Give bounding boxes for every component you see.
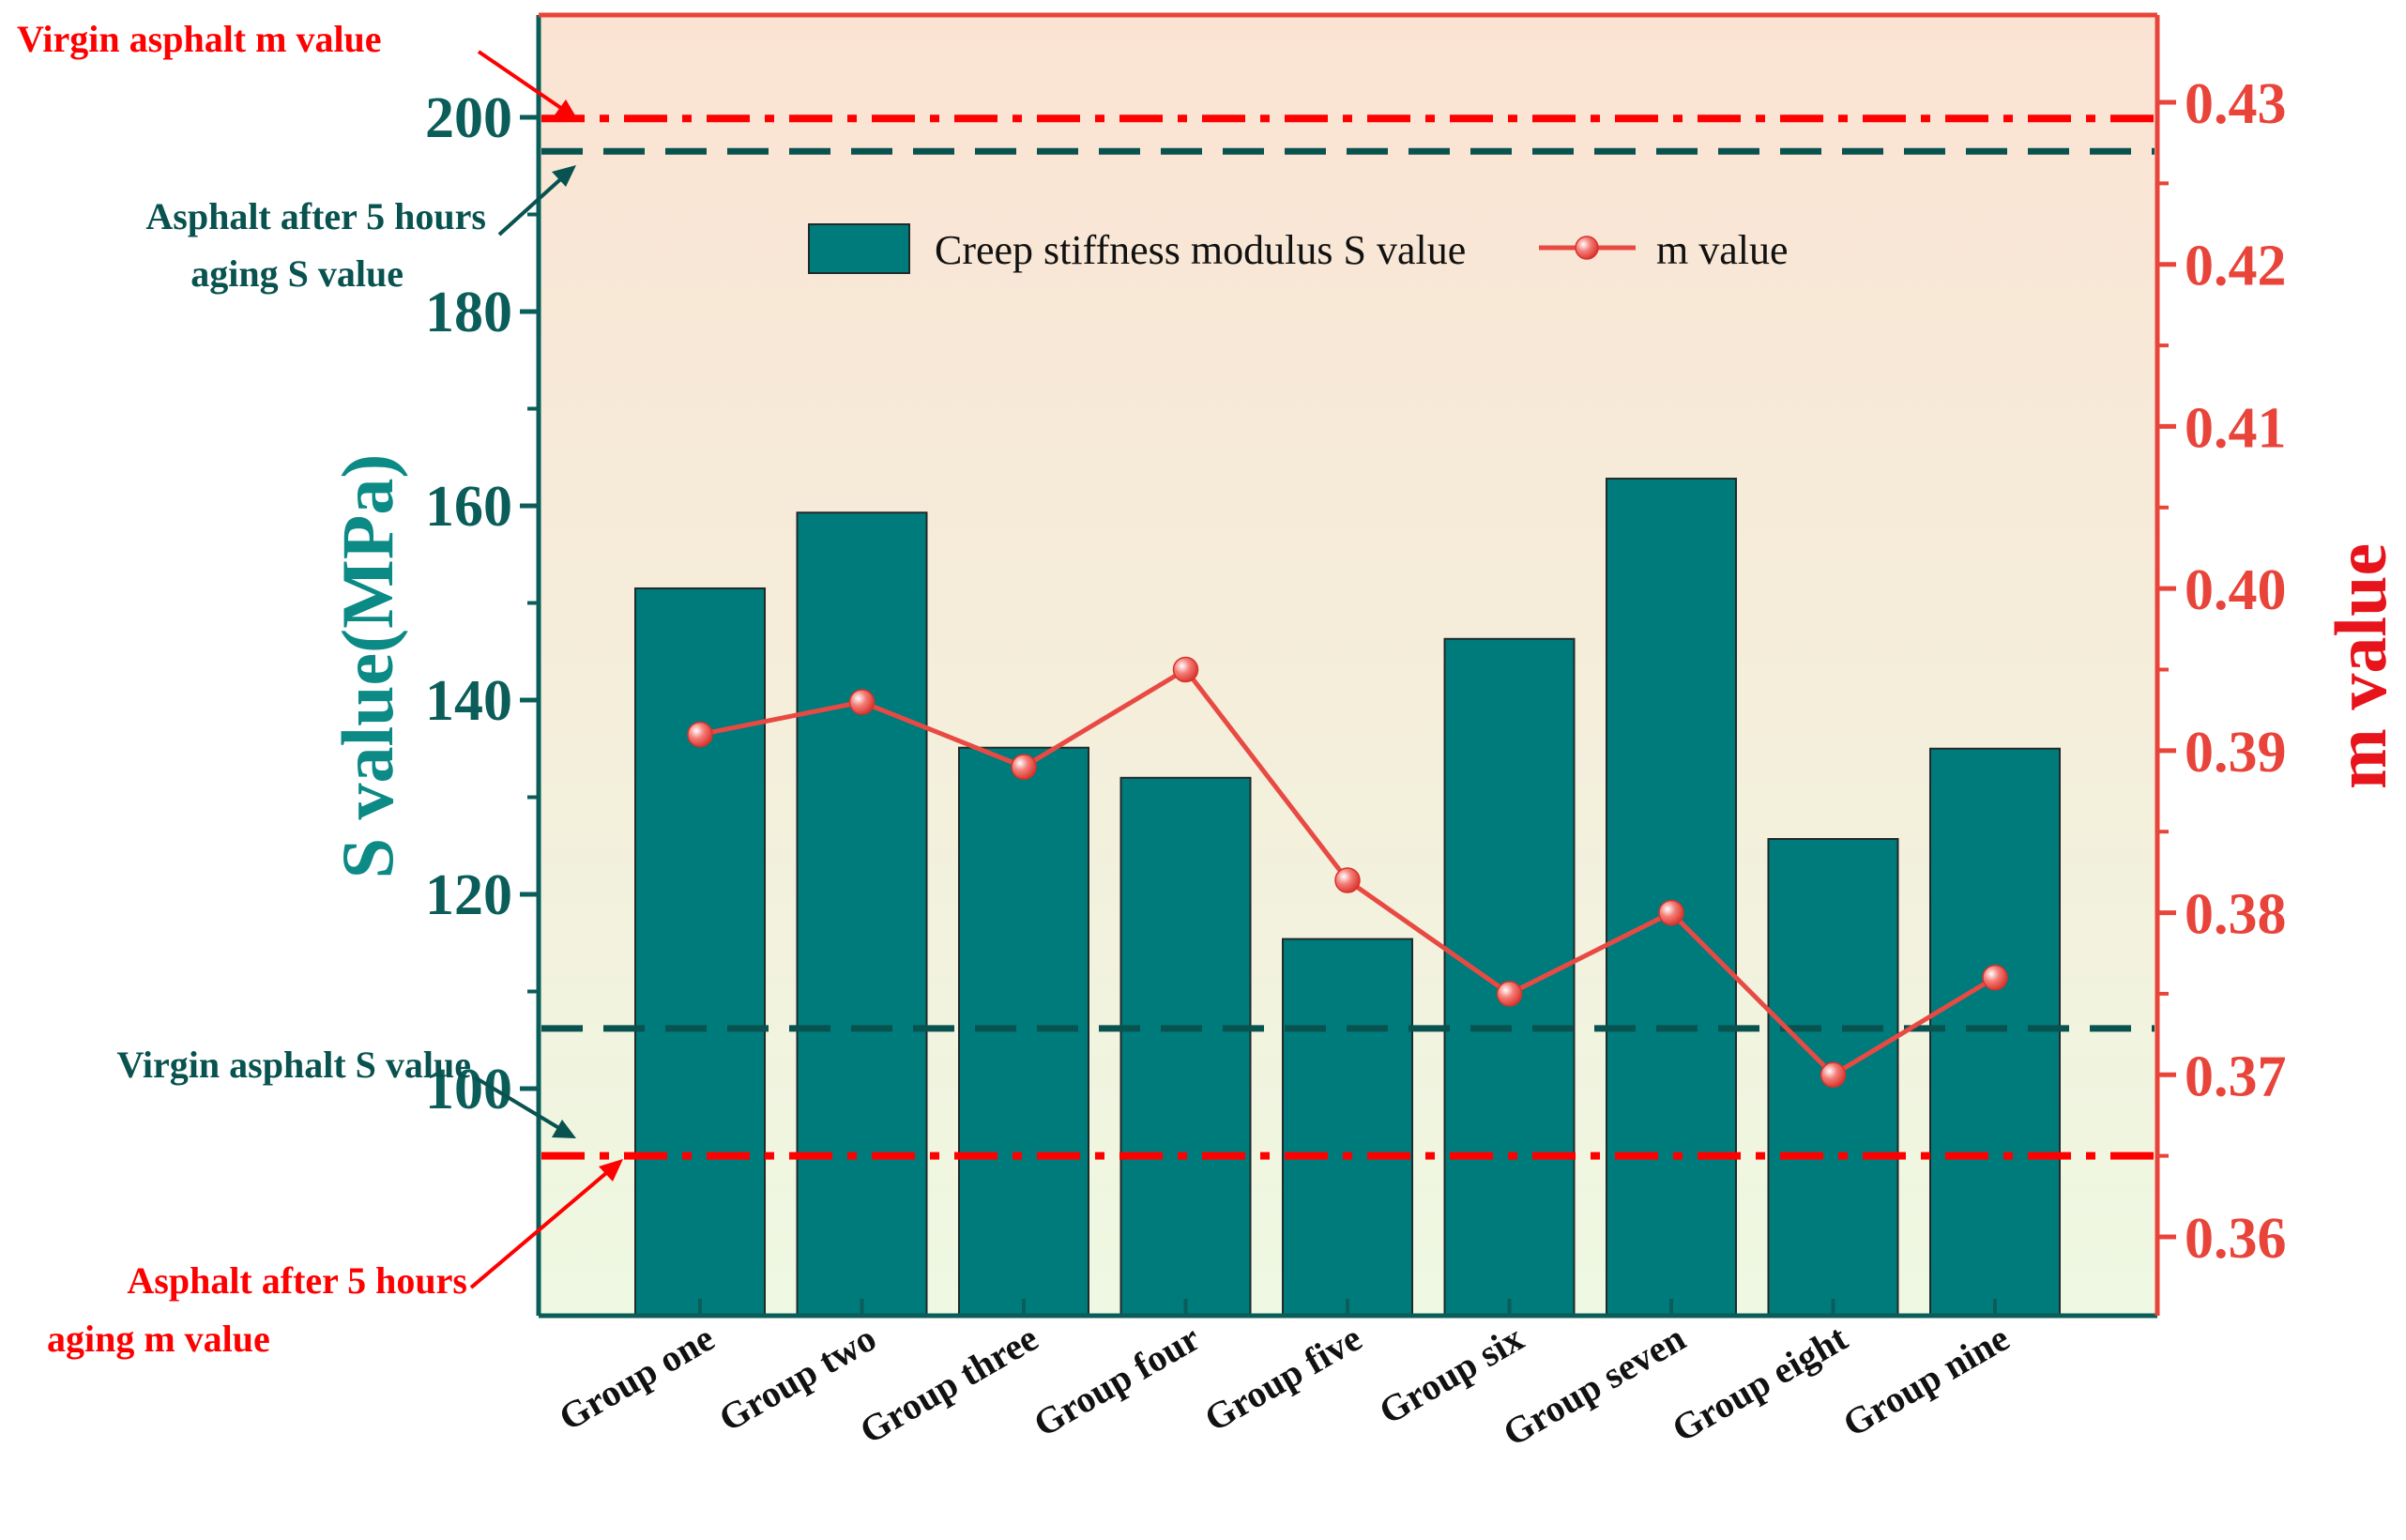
category-label-9: Group nine [1835, 1317, 2016, 1445]
arrow-virgin-m [477, 50, 572, 116]
left-tick-label-180: 180 [425, 281, 512, 344]
bar-5 [1282, 938, 1413, 1317]
category-label-5: Group five [1197, 1317, 1369, 1440]
right-tick-label-0.36: 0.36 [2185, 1207, 2287, 1271]
legend-label-m-value: m value [1656, 227, 1789, 273]
legend: Creep stiffness modulus S value m value [808, 223, 1789, 274]
arrowhead-virgin-m [554, 99, 578, 120]
bar-2 [796, 511, 928, 1317]
annotation-virgin-m: Virgin asphalt m value [17, 18, 382, 60]
bar-1 [634, 587, 766, 1317]
arrow-aged-s [497, 172, 569, 236]
right-tick-label-0.39: 0.39 [2185, 721, 2287, 785]
arrow-aged-m [469, 1166, 614, 1289]
left-tick-label-160: 160 [425, 475, 512, 539]
arrow-virgin-s [473, 1075, 569, 1135]
arrowhead-aged-m [599, 1159, 623, 1182]
right-tick-label-0.43: 0.43 [2185, 72, 2287, 136]
m-value-point-6 [1496, 981, 1523, 1007]
right-tick-label-0.38: 0.38 [2185, 883, 2287, 947]
arrowhead-virgin-s [552, 1120, 576, 1138]
right-axis-title: m value [2320, 543, 2401, 789]
right-tick-label-0.37: 0.37 [2185, 1044, 2287, 1108]
annotation-aged-m-1: Asphalt after 5 hours [127, 1259, 467, 1302]
category-label-8: Group eight [1665, 1316, 1854, 1450]
left-tick-label-200: 200 [425, 86, 512, 150]
left-axis-title: S value(MPa) [327, 454, 408, 879]
m-value-point-4 [1172, 656, 1199, 683]
annotation-aged-s-2: aging S value [190, 252, 404, 295]
category-label-3: Group three [852, 1317, 1044, 1452]
left-tick-label-120: 120 [425, 863, 512, 927]
m-value-point-9 [1982, 964, 2008, 991]
m-value-point-3 [1011, 754, 1037, 780]
bar-4 [1119, 776, 1252, 1317]
bar-7 [1606, 478, 1737, 1317]
bar-6 [1443, 637, 1576, 1317]
bar-3 [958, 746, 1089, 1317]
bar-9 [1929, 747, 2061, 1317]
right-tick-label-0.41: 0.41 [2185, 396, 2287, 460]
m-value-line-layer [687, 656, 2008, 1089]
m-value-point-1 [687, 721, 713, 748]
legend-bar-swatch [808, 223, 910, 274]
arrowhead-aged-s [552, 165, 576, 187]
m-value-point-8 [1820, 1061, 1847, 1089]
category-label-4: Group four [1027, 1317, 1207, 1445]
m-value-point-2 [848, 689, 876, 715]
legend-marker-icon [1575, 236, 1599, 260]
annotation-virgin-s: Virgin asphalt S value [117, 1044, 471, 1086]
legend-label-s-value: Creep stiffness modulus S value [935, 227, 1466, 273]
annotation-aged-m-2: aging m value [47, 1318, 270, 1360]
right-tick-label-0.42: 0.42 [2185, 235, 2287, 298]
annotation-aged-s-1: Asphalt after 5 hours [145, 195, 486, 237]
right-tick-label-0.40: 0.40 [2185, 558, 2287, 622]
right-axis-ticks: 0.36 0.37 0.38 0.39 0.40 0.41 0.42 0.43 [2157, 72, 2287, 1271]
annotations: Virgin asphalt m value Asphalt after 5 h… [17, 18, 623, 1360]
reference-lines-layer [541, 114, 2155, 1160]
m-value-point-5 [1334, 867, 1361, 893]
m-value-point-7 [1658, 899, 1684, 926]
category-label-1: Group one [552, 1317, 722, 1439]
bars-layer [634, 478, 2061, 1317]
left-tick-label-140: 140 [425, 669, 512, 733]
category-label-7: Group seven [1496, 1317, 1693, 1455]
